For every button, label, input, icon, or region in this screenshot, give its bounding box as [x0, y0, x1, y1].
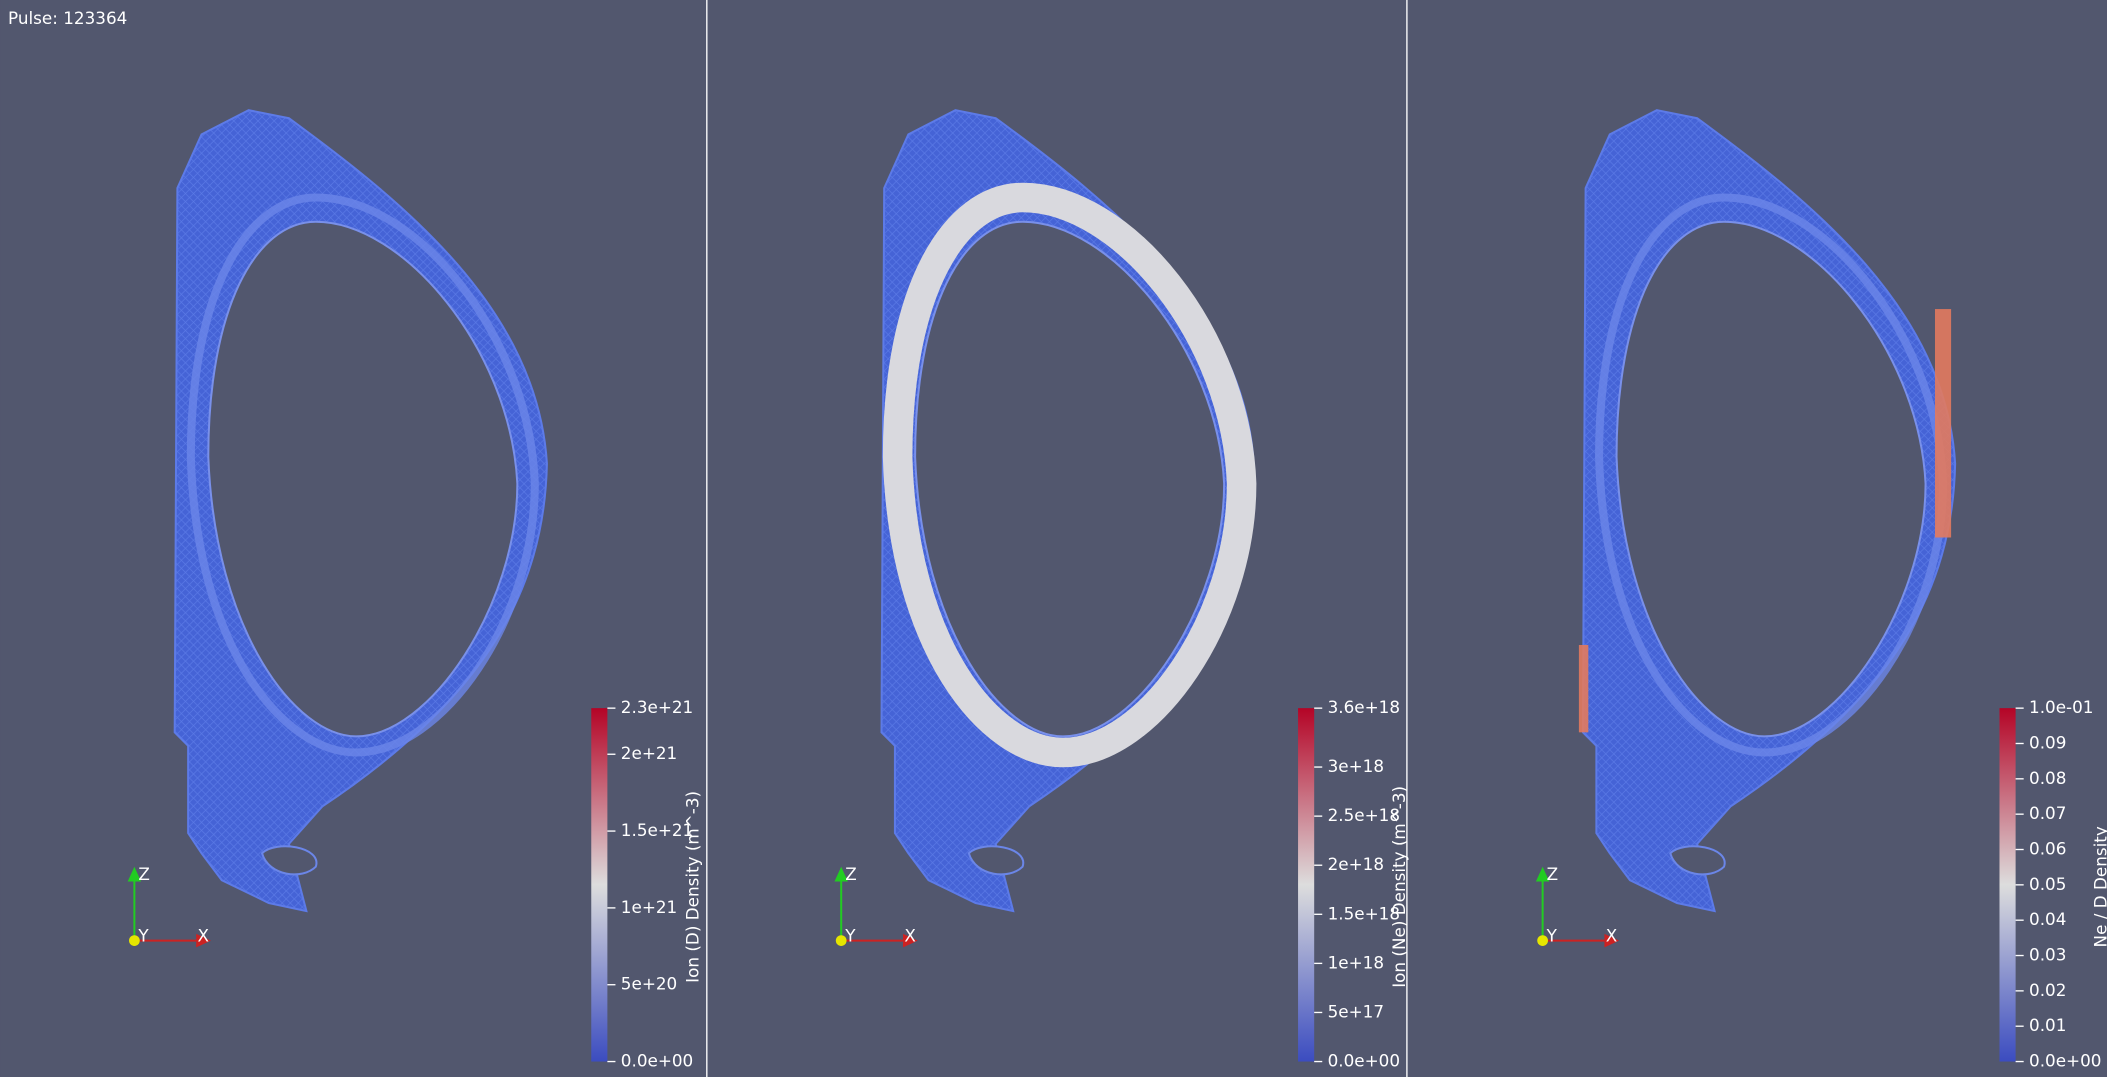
- colorbar-tick-label: 0.06: [2029, 839, 2066, 859]
- colorbar-tick-label: 0.0e+00: [1328, 1051, 1400, 1071]
- axis-label: Z: [138, 864, 150, 884]
- colorbar: [591, 708, 608, 1062]
- colorbar-tick-label: 0.07: [2029, 803, 2066, 823]
- divertor-ring: [260, 845, 318, 876]
- colorbar-tick-label: 0.04: [2029, 909, 2066, 929]
- axis-label: X: [1606, 926, 1618, 946]
- axis-label: X: [904, 926, 916, 946]
- colorbar-tick-label: 2e+21: [621, 743, 677, 763]
- colorbar-tick-label: 3.6e+18: [1328, 697, 1400, 717]
- mesh-hotspot: [1934, 309, 1952, 538]
- colorbar-tick-label: 1e+21: [621, 897, 677, 917]
- colorbar-tick-label: 1.0e-01: [2029, 697, 2093, 717]
- axis-z-head: [834, 866, 848, 882]
- axis-z-head: [127, 866, 142, 882]
- axis-z-head: [1535, 866, 1550, 882]
- axis-y: [129, 935, 140, 946]
- axis-y: [835, 935, 847, 946]
- axis-y: [1537, 935, 1548, 946]
- colorbar-tick-label: 2e+18: [1328, 854, 1384, 874]
- colorbar: [1298, 708, 1315, 1062]
- mesh-band: [882, 182, 1257, 768]
- mesh-hole: [207, 220, 519, 738]
- panel: Z Y X 2.3e+21 2e+21 1.5e+21 1e+21 5e+20 0.0e+00 I…: [127, 109, 702, 1071]
- axis-label: Y: [137, 926, 149, 946]
- axis-x-head: [903, 933, 918, 948]
- axis-label: Z: [845, 864, 857, 884]
- panel: Z Y X 3.6e+18 3e+18 2.5e+18 2e+18 1.5e+18 1e+18 5…: [834, 109, 1409, 1071]
- pulse-label: Pulse: 123364: [8, 8, 127, 28]
- colorbar-tick-label: 0.03: [2029, 945, 2066, 965]
- divertor-ring: [1669, 845, 1726, 876]
- colorbar: [1999, 708, 2016, 1062]
- divertor-ring: [967, 845, 1025, 876]
- colorbar-tick-label: 5e+20: [621, 974, 677, 994]
- colorbar-tick-label: 0.01: [2029, 1015, 2066, 1035]
- colorbar-tick-label: 5e+17: [1328, 1001, 1384, 1021]
- colorbar-tick-label: 1e+18: [1328, 952, 1384, 972]
- mesh-hole: [914, 220, 1226, 738]
- colorbar-tick-label: 0.05: [2029, 874, 2066, 894]
- colorbar-tick-label: 1.5e+18: [1328, 903, 1400, 923]
- axis-label: Y: [844, 926, 856, 946]
- colorbar-tick-label: 0.08: [2029, 768, 2066, 788]
- mesh-hole: [1615, 220, 1927, 738]
- axis-label: X: [198, 926, 209, 946]
- axis-label: Y: [1546, 926, 1558, 946]
- colorbar-tick-label: 0.09: [2029, 732, 2066, 752]
- colorbar-tick-label: 2.3e+21: [621, 697, 693, 717]
- colorbar-tick-label: 2.5e+18: [1328, 805, 1400, 825]
- colorbar-title: Ne / D Density: [2091, 826, 2107, 947]
- colorbar-tick-label: 0.0e+00: [621, 1051, 693, 1071]
- colorbar-tick-label: 1.5e+21: [621, 820, 693, 840]
- panel: Z Y X 1.0e-01 0.09 0.08 0.07 0.06 0.05 0.04 0.03 0.…: [1535, 109, 2107, 1071]
- axis-label: Z: [1547, 864, 1559, 884]
- colorbar-title: Ion (Ne) Density (m^-3): [1389, 786, 1409, 988]
- colorbar-tick-label: 0.02: [2029, 980, 2066, 1000]
- axis-x-head: [1604, 933, 1620, 948]
- colorbar-tick-label: 3e+18: [1328, 756, 1384, 776]
- axis-x-head: [196, 933, 211, 948]
- mesh-hotspot: [1578, 644, 1589, 733]
- colorbar-title: Ion (D) Density (m^-3): [682, 791, 702, 983]
- mesh-band: [186, 193, 539, 757]
- colorbar-tick-label: 0.0e+00: [2029, 1051, 2101, 1071]
